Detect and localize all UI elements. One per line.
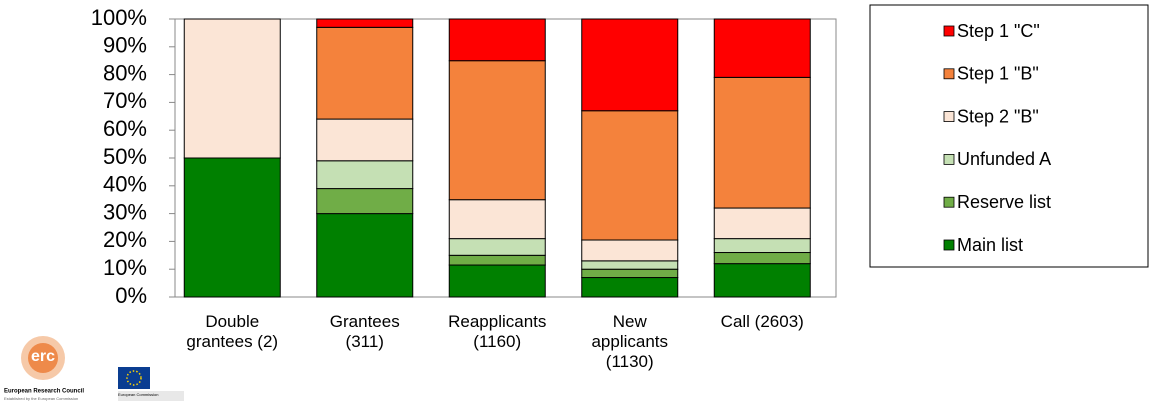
- bar-segment: [448, 18, 546, 62]
- x-tick-label: Grantees (311): [329, 312, 400, 351]
- bar-segment: [183, 18, 281, 159]
- bar-segment: [316, 188, 414, 215]
- y-tick-label: 100%: [91, 5, 147, 30]
- legend-box: [869, 4, 1149, 268]
- legend-label: Step 2 "B": [957, 106, 1039, 126]
- legend-swatch: [943, 196, 955, 208]
- bar-segment: [448, 60, 546, 201]
- legend-label: Step 1 "C": [957, 21, 1040, 41]
- bar-segment: [316, 160, 414, 190]
- x-tick-label: New applicants (1130): [591, 312, 669, 371]
- bar-segment: [183, 157, 281, 298]
- bar-segment: [316, 18, 414, 28]
- legend-swatch: [943, 25, 955, 37]
- bar-segment: [448, 199, 546, 240]
- bar-segment: [713, 252, 811, 265]
- erc-logo: erc European Research Council Establishe…: [4, 336, 84, 401]
- legend-label: Reserve list: [957, 192, 1051, 212]
- logo-caption: European Research Council: [4, 389, 84, 395]
- y-tick-label: 10%: [103, 255, 147, 280]
- legend-swatch: [943, 153, 955, 165]
- y-tick-label: 30%: [103, 199, 147, 224]
- y-tick-label: 90%: [103, 33, 147, 58]
- bar-segment: [713, 207, 811, 240]
- bar-segment: [713, 238, 811, 254]
- bar-segment: [448, 264, 546, 298]
- y-tick-label: 40%: [103, 172, 147, 197]
- x-tick-label: Reapplicants (1160): [448, 312, 547, 351]
- bar-segment: [713, 76, 811, 209]
- bar-segment: [713, 18, 811, 78]
- bar-segment: [448, 254, 546, 266]
- legend-swatch: [943, 239, 955, 251]
- logo-stars: [126, 370, 142, 386]
- logo-flag: [118, 367, 150, 389]
- bar-segment: [448, 238, 546, 256]
- y-tick-label: 50%: [103, 144, 147, 169]
- bar-segment: [581, 268, 679, 279]
- y-tick-label: 70%: [103, 88, 147, 113]
- y-tick-label: 60%: [103, 116, 147, 141]
- legend-swatch: [943, 68, 955, 80]
- legend-swatch: [943, 111, 955, 122]
- x-tick-label: Double grantees (2): [186, 312, 279, 351]
- logo-band: [118, 391, 184, 401]
- y-tick-label: 0%: [115, 283, 147, 308]
- bar-segment: [316, 26, 414, 120]
- bar-segment: [581, 239, 679, 262]
- bar-segment: [581, 260, 679, 270]
- bar-segment: [581, 277, 679, 298]
- x-tick-label: Call (2603): [720, 312, 804, 331]
- y-tick-label: 80%: [103, 60, 147, 85]
- logo-text: erc: [31, 348, 55, 365]
- logo-caption: European Commission: [118, 392, 158, 397]
- legend-label: Main list: [957, 235, 1023, 255]
- logo-caption: Established by the European Commission: [4, 396, 78, 401]
- y-tick-label: 20%: [103, 227, 147, 252]
- bar-segment: [316, 118, 414, 162]
- bar-segment: [581, 18, 679, 112]
- bar-segment: [316, 213, 414, 298]
- logo-dots: [28, 343, 58, 373]
- legend-label: Step 1 "B": [957, 64, 1039, 84]
- ec-logo: European Commission: [118, 367, 184, 401]
- bar-segment: [581, 110, 679, 241]
- legend-label: Unfunded A: [957, 149, 1051, 169]
- bar-segment: [713, 263, 811, 298]
